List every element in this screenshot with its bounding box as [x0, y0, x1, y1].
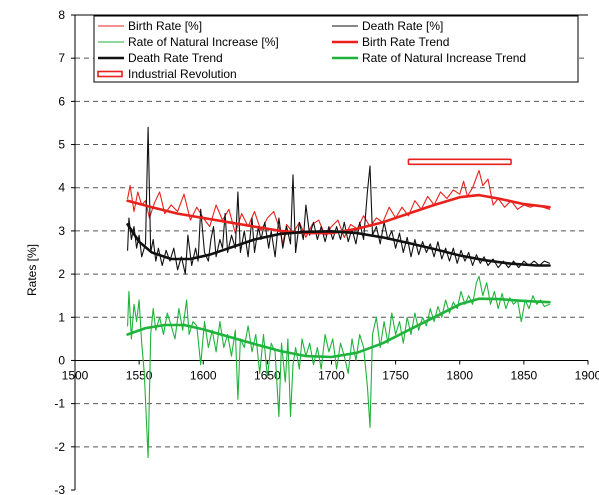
y-tick-label: 3	[58, 224, 65, 238]
y-tick-label: 1	[58, 310, 65, 324]
x-tick-labels: 1500 1550 1600 1650 1700 1750 1800 1850 1900	[62, 368, 599, 382]
y-tick-label: 0	[58, 353, 65, 367]
legend-item-rate-of-natural-increase-trend-label: Rate of Natural Increase Trend	[362, 51, 526, 65]
y-tick-label: -3	[54, 483, 65, 495]
y-tick-label: 5	[58, 138, 65, 152]
axes	[71, 14, 589, 491]
x-tick-label: 1600	[190, 368, 217, 382]
x-tick-label: 1700	[318, 368, 345, 382]
x-tick-label: 1850	[511, 368, 538, 382]
x-tick-label: 1500	[62, 368, 89, 382]
series-line-birth-rate-trend	[126, 193, 551, 235]
legend-item-death-rate-trend-label: Death Rate Trend	[128, 51, 223, 65]
y-tick-label: 6	[58, 94, 65, 108]
y-tick-label: -2	[54, 440, 65, 454]
series-line-rate-of-natural-increase	[127, 275, 551, 459]
x-tick-label: 1900	[575, 368, 599, 382]
y-tick-label: -1	[54, 397, 65, 411]
series-line-birth-rate	[127, 169, 551, 245]
legend-item-birth-rate-trend-label: Birth Rate Trend	[362, 35, 449, 49]
y-tick-labels: -3 -2 -1 0 1 2 3 4 5 6 7 8	[54, 8, 65, 495]
industrial-revolution-bar	[407, 158, 512, 166]
y-tick-label: 2	[58, 267, 65, 281]
series-line-rate-of-natural-increase-trend	[126, 297, 551, 359]
y-tick-label: 4	[58, 181, 65, 195]
series-lines	[126, 126, 551, 459]
legend-box	[93, 15, 579, 83]
legend-item-industrial-revolution-label: Industrial Revolution	[128, 67, 237, 81]
legend-item-industrial-revolution-swatch	[97, 70, 123, 78]
series-line-death-rate	[127, 126, 551, 275]
legend-item-birth-rate-label: Birth Rate [%]	[128, 19, 202, 33]
x-tick-label: 1800	[446, 368, 473, 382]
legend: Birth Rate [%] Death Rate [%] Rate of Natu…	[93, 15, 579, 83]
annotations	[407, 158, 512, 166]
x-tick-label: 1750	[382, 368, 409, 382]
legend-item-rate-of-natural-increase-label: Rate of Natural Increase [%]	[128, 35, 279, 49]
y-axis-label: Rates [%]	[25, 244, 39, 296]
legend-item-death-rate-label: Death Rate [%]	[362, 19, 443, 33]
y-tick-label: 7	[58, 51, 65, 65]
x-tick-label: 1550	[126, 368, 153, 382]
series-line-death-rate-trend	[126, 223, 551, 267]
y-tick-label: 8	[58, 8, 65, 22]
